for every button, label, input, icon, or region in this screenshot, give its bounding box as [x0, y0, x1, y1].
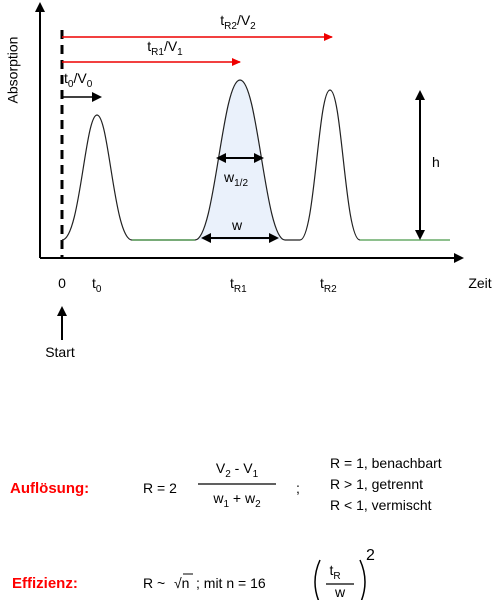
formula: R = 2: [143, 480, 177, 496]
x-label: Zeit: [468, 275, 491, 291]
symbol: t: [220, 12, 224, 28]
chromatogram: [61, 79, 361, 241]
arrow-label: tR2/V2: [220, 12, 256, 32]
subscript: 2: [255, 499, 261, 510]
symbol: V: [216, 460, 226, 476]
formula: ; mit n = 16: [196, 575, 266, 591]
exponent: 2: [366, 547, 375, 564]
symbol: w: [212, 490, 224, 506]
width-label: w: [231, 217, 243, 233]
origin-label: 0: [58, 275, 66, 291]
subscript: 2: [225, 469, 231, 480]
subscript: 0: [96, 284, 102, 295]
efficiency-label: Effizienz:: [12, 575, 78, 592]
half-width-label: w1/2: [223, 169, 248, 189]
start-label: Start: [45, 344, 75, 360]
root: √n: [174, 575, 189, 591]
tick-label: tR1: [230, 275, 247, 295]
subscript: R1: [234, 284, 247, 295]
subscript: 1/2: [234, 178, 248, 189]
symbol: t: [320, 275, 324, 291]
tick-label: t0: [92, 275, 102, 295]
peak-fill: [195, 80, 285, 240]
symbol: t: [92, 275, 96, 291]
subscript: R1: [151, 47, 164, 58]
arrow-label: tR1/V1: [147, 38, 183, 58]
condition: R > 1, getrennt: [330, 476, 423, 492]
subscript: 2: [250, 21, 256, 32]
subscript: 0: [68, 79, 74, 90]
separator: ;: [296, 480, 300, 496]
paren: [359, 559, 366, 600]
height-label: h: [432, 154, 440, 170]
subscript: 1: [177, 47, 183, 58]
paren: [314, 559, 321, 600]
condition: R = 1, benachbart: [330, 455, 442, 471]
denominator: w1 + w2: [212, 490, 261, 510]
symbol: w: [223, 169, 235, 185]
resolution-label: Auflösung:: [10, 480, 89, 497]
symbol: t: [64, 70, 68, 86]
symbol: t: [230, 275, 234, 291]
tick-label: tR2: [320, 275, 337, 295]
symbol: - V: [231, 460, 253, 476]
symbol: t: [147, 38, 151, 54]
formula: R ~: [143, 575, 165, 591]
subscript: R: [333, 571, 340, 582]
subscript: R2: [224, 21, 237, 32]
subscript: 1: [253, 469, 259, 480]
symbol: + w: [229, 490, 256, 506]
condition: R < 1, vermischt: [330, 497, 432, 513]
numerator: V2 - V1: [216, 460, 259, 480]
subscript: 0: [87, 79, 93, 90]
numerator: tR: [329, 562, 340, 582]
subscript: 1: [223, 499, 229, 510]
symbol: t: [329, 562, 333, 578]
denominator: w: [334, 584, 346, 600]
symbol: /V: [237, 12, 251, 28]
arrow-label: t0/V0: [64, 70, 93, 90]
symbol: /V: [73, 70, 87, 86]
symbol: /V: [164, 38, 178, 54]
subscript: R2: [324, 284, 337, 295]
y-label: Absorption: [5, 37, 21, 104]
